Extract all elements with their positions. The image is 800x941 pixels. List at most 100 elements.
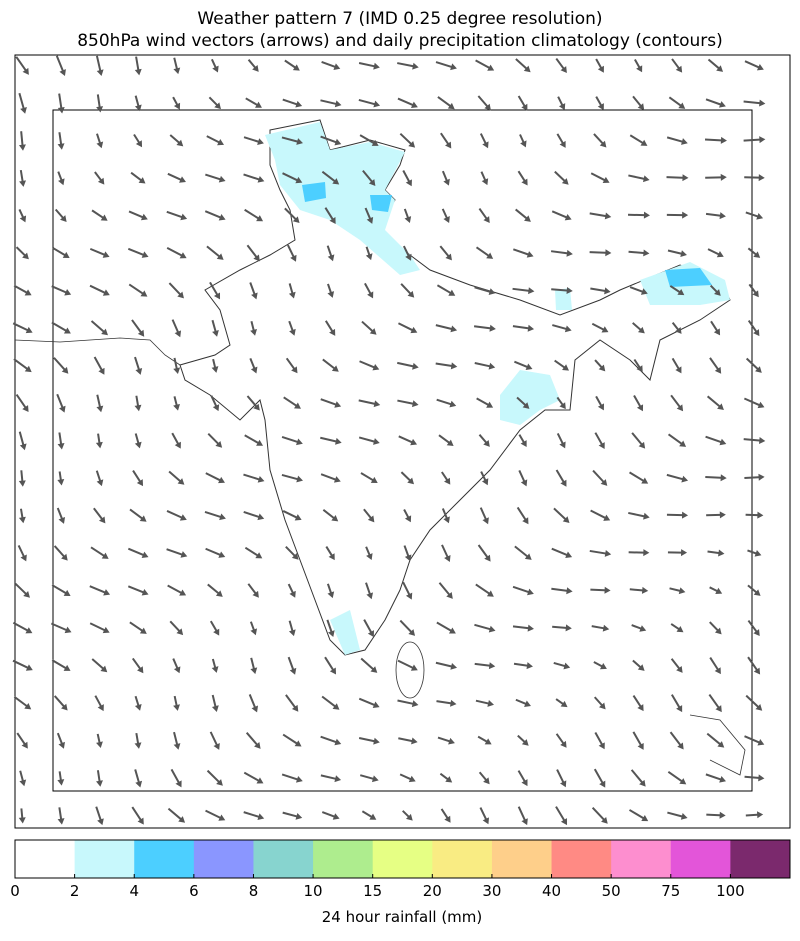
wind-arrow bbox=[246, 244, 260, 262]
wind-arrow bbox=[57, 132, 65, 150]
wind-arrow bbox=[206, 769, 223, 786]
wind-arrow bbox=[208, 96, 221, 110]
wind-arrow bbox=[553, 661, 571, 670]
wind-arrow bbox=[708, 693, 722, 713]
wind-arrow bbox=[96, 133, 104, 149]
wind-arrow bbox=[129, 621, 147, 634]
wind-arrow bbox=[441, 208, 450, 223]
wind-arrow bbox=[474, 662, 496, 670]
wind-arrow bbox=[128, 283, 148, 297]
wind-arrow bbox=[18, 92, 27, 114]
wind-arrow bbox=[709, 656, 721, 675]
wind-arrow bbox=[473, 324, 496, 332]
wind-arrow bbox=[89, 585, 111, 596]
wind-arrow bbox=[512, 624, 534, 632]
wind-arrow bbox=[745, 211, 764, 220]
wind-arrow bbox=[590, 509, 611, 521]
wind-arrow bbox=[320, 436, 342, 445]
wind-arrow bbox=[204, 210, 226, 221]
wind-arrow bbox=[435, 324, 458, 333]
wind-arrow bbox=[320, 473, 341, 483]
wind-arrow bbox=[363, 508, 375, 523]
wind-arrow bbox=[552, 624, 572, 632]
wind-arrow bbox=[591, 807, 608, 824]
wind-arrow bbox=[127, 585, 149, 596]
wind-arrow bbox=[167, 807, 186, 823]
wind-arrow bbox=[632, 659, 645, 671]
wind-arrow bbox=[56, 732, 65, 749]
wind-arrow bbox=[243, 173, 265, 183]
wind-arrow bbox=[515, 698, 531, 707]
wind-arrow bbox=[360, 472, 378, 483]
wind-arrow bbox=[704, 136, 727, 144]
wind-arrow bbox=[246, 395, 260, 411]
colorbar-segment bbox=[551, 840, 612, 878]
wind-arrow bbox=[517, 734, 529, 746]
wind-arrow bbox=[13, 696, 32, 710]
wind-arrow bbox=[283, 396, 301, 409]
wind-arrow bbox=[325, 546, 335, 561]
wind-arrow bbox=[557, 96, 566, 111]
wind-arrow bbox=[167, 584, 187, 596]
wind-arrow bbox=[744, 473, 765, 481]
wind-arrow bbox=[705, 212, 726, 220]
wind-arrow bbox=[358, 399, 381, 408]
wind-arrow bbox=[707, 248, 724, 258]
wind-arrow bbox=[551, 587, 573, 595]
wind-arrow bbox=[131, 657, 144, 674]
wind-arrow bbox=[172, 658, 181, 674]
wind-arrow bbox=[554, 170, 569, 185]
wind-arrow bbox=[555, 733, 567, 748]
wind-arrow bbox=[129, 508, 147, 522]
wind-arrow bbox=[247, 59, 259, 72]
wind-arrow bbox=[13, 358, 32, 373]
wind-arrow bbox=[18, 209, 27, 223]
wind-arrow bbox=[209, 620, 220, 636]
wind-arrow bbox=[250, 321, 257, 336]
wind-arrow bbox=[631, 624, 647, 632]
wind-arrow bbox=[210, 395, 220, 412]
wind-arrow bbox=[744, 735, 765, 746]
colorbar-segment bbox=[730, 840, 791, 878]
wind-arrow bbox=[709, 284, 721, 296]
wind-arrow bbox=[96, 770, 103, 787]
wind-arrow bbox=[478, 208, 490, 224]
wind-arrow bbox=[589, 212, 612, 220]
colorbar-segment bbox=[74, 840, 135, 878]
wind-arrow bbox=[282, 510, 302, 521]
wind-arrow bbox=[477, 95, 491, 111]
colorbar-frame bbox=[14, 839, 791, 879]
wind-arrow bbox=[51, 659, 71, 671]
wind-arrow bbox=[326, 619, 335, 638]
wind-arrow bbox=[745, 511, 764, 519]
wind-arrow bbox=[16, 732, 28, 749]
wind-arrow bbox=[436, 699, 457, 707]
wind-arrow bbox=[595, 96, 604, 111]
wind-arrow bbox=[591, 322, 609, 333]
wind-arrow bbox=[168, 282, 184, 299]
wind-arrow bbox=[555, 469, 567, 487]
wind-arrow bbox=[514, 545, 532, 560]
wind-arrow bbox=[134, 732, 142, 749]
wind-arrow bbox=[666, 511, 689, 519]
wind-arrow bbox=[52, 247, 70, 258]
wind-arrow bbox=[250, 657, 258, 675]
wind-arrow bbox=[670, 394, 684, 412]
wind-arrow bbox=[517, 770, 528, 787]
wind-arrow bbox=[284, 59, 300, 71]
wind-arrow bbox=[56, 393, 66, 413]
wind-arrow bbox=[399, 773, 416, 783]
colorbar-segment bbox=[313, 840, 374, 878]
wind-arrow bbox=[628, 809, 649, 822]
wind-arrow bbox=[134, 395, 142, 412]
wind-arrow bbox=[707, 58, 724, 72]
wind-arrow bbox=[281, 773, 303, 783]
wind-arrow bbox=[666, 174, 689, 182]
wind-arrow bbox=[594, 359, 606, 372]
wind-arrow bbox=[285, 546, 299, 560]
title-line: Weather pattern 7 (IMD 0.25 degree resol… bbox=[197, 9, 602, 29]
wind-arrow bbox=[515, 58, 531, 73]
wind-arrow bbox=[630, 769, 646, 787]
wind-arrow bbox=[288, 283, 296, 299]
wind-arrow bbox=[207, 433, 223, 448]
